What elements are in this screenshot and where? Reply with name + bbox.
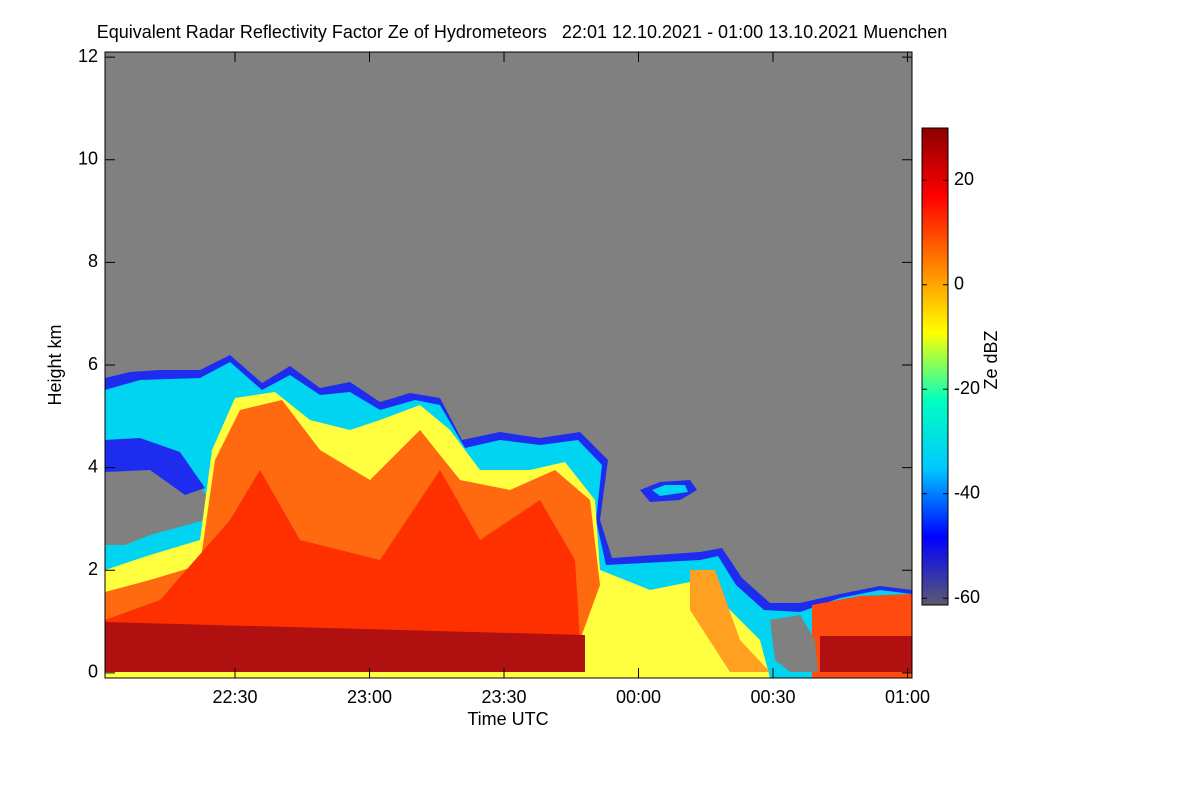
y-tick-label: 8 (88, 251, 98, 271)
colorbar-tick-label: 0 (954, 273, 964, 293)
x-tick-label: 00:30 (750, 687, 795, 707)
echo-late-band (820, 636, 912, 672)
y-tick-label: 12 (78, 46, 98, 66)
colorbar-tick-label: 20 (954, 169, 974, 189)
echo-bright-band (105, 622, 585, 672)
colorbar-tick-label: -20 (954, 378, 980, 398)
y-tick-label: 6 (88, 354, 98, 374)
x-tick-label: 23:00 (347, 687, 392, 707)
x-tick-label: 23:30 (481, 687, 526, 707)
x-tick-label: 22:30 (212, 687, 257, 707)
echo-core-high (105, 470, 580, 640)
x-tick-label: 00:00 (616, 687, 661, 707)
x-axis-label: Time UTC (467, 709, 548, 729)
echo-blob-core (652, 485, 688, 496)
y-tick-label: 2 (88, 559, 98, 579)
y-axis-label: Height km (45, 324, 65, 405)
echo-clear (770, 615, 818, 672)
colorbar-tick-label: -60 (954, 587, 980, 607)
y-tick-label: 4 (88, 456, 98, 476)
y-tick-label: 10 (78, 149, 98, 169)
colorbar-label: Ze dBZ (981, 330, 1001, 389)
reflectivity-field (105, 355, 912, 678)
y-tick-label: 0 (88, 662, 98, 682)
colorbar (921, 127, 949, 606)
echo-shaft (690, 570, 770, 672)
echo-gap-edge (105, 438, 205, 495)
x-tick-label: 01:00 (885, 687, 930, 707)
colorbar-tick-label: -40 (954, 482, 980, 502)
chart-title: Equivalent Radar Reflectivity Factor Ze … (97, 22, 948, 42)
